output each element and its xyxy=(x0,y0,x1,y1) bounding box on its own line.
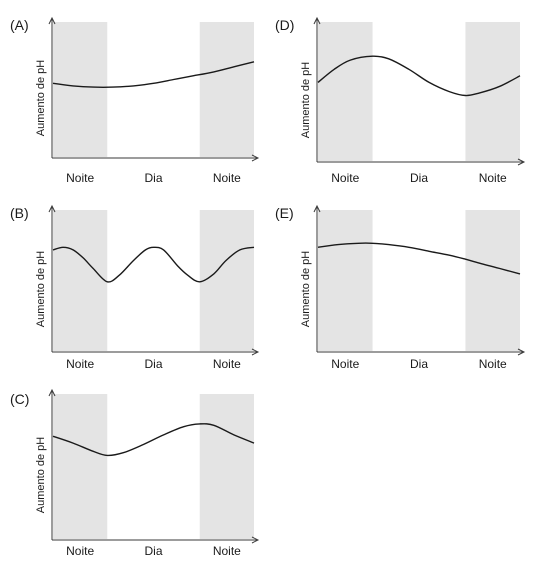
period-label: Noite xyxy=(479,171,507,185)
period-label: Dia xyxy=(144,171,162,185)
panel-label: (E) xyxy=(275,205,294,221)
ph-curve xyxy=(52,246,255,283)
y-axis-arrow xyxy=(48,388,56,397)
period-label: Dia xyxy=(144,544,162,558)
y-axis-label: Aumento de pH xyxy=(35,60,47,136)
ph-curve xyxy=(52,61,255,89)
period-label: Noite xyxy=(479,357,507,371)
y-axis-arrow xyxy=(48,204,56,213)
period-label: Noite xyxy=(66,544,94,558)
panel-label: (D) xyxy=(275,17,294,33)
period-label: Noite xyxy=(66,357,94,371)
night-shade-0 xyxy=(318,210,373,351)
panel-label: (A) xyxy=(10,17,29,33)
x-axis-arrow xyxy=(517,158,526,166)
period-label: Noite xyxy=(213,171,241,185)
x-axis-arrow xyxy=(251,348,260,356)
chart-panel: Noite Dia Noite Aumento de pH (E) xyxy=(275,204,526,371)
y-axis-label: Aumento de pH xyxy=(300,62,312,138)
x-axis-arrow xyxy=(251,154,260,162)
y-axis-label: Aumento de pH xyxy=(300,251,312,327)
period-label: Dia xyxy=(144,357,162,371)
night-shade-2 xyxy=(465,210,520,351)
night-shade-0 xyxy=(53,394,108,539)
night-shade-0 xyxy=(318,22,373,161)
period-label: Noite xyxy=(213,544,241,558)
chart-panel: Noite Dia Noite Aumento de pH (D) xyxy=(275,16,526,185)
x-axis-arrow xyxy=(251,536,260,544)
y-axis-arrow xyxy=(313,204,321,213)
period-label: Noite xyxy=(213,357,241,371)
period-label: Noite xyxy=(66,171,94,185)
period-label: Dia xyxy=(410,171,428,185)
period-label: Noite xyxy=(331,357,359,371)
night-shade-0 xyxy=(53,22,108,157)
y-axis-label: Aumento de pH xyxy=(35,251,47,327)
ph-curve xyxy=(317,55,521,97)
night-shade-0 xyxy=(53,210,108,351)
period-label: Dia xyxy=(410,357,428,371)
chart-panel: Noite Dia Noite Aumento de pH (C) xyxy=(10,388,260,558)
night-shade-2 xyxy=(199,210,254,351)
night-shade-2 xyxy=(199,394,254,539)
ph-curve xyxy=(52,423,255,457)
ph-curve xyxy=(317,242,521,275)
y-axis-label: Aumento de pH xyxy=(35,437,47,513)
panel-label: (C) xyxy=(10,391,29,407)
period-label: Noite xyxy=(331,171,359,185)
y-axis-arrow xyxy=(313,16,321,25)
x-axis-arrow xyxy=(517,348,526,356)
night-shade-2 xyxy=(465,22,520,161)
y-axis-arrow xyxy=(48,16,56,25)
chart-panel: Noite Dia Noite Aumento de pH (B) xyxy=(10,204,260,371)
panel-label: (B) xyxy=(10,205,29,221)
chart-panel: Noite Dia Noite Aumento de pH (A) xyxy=(10,16,260,185)
night-shade-2 xyxy=(199,22,254,157)
